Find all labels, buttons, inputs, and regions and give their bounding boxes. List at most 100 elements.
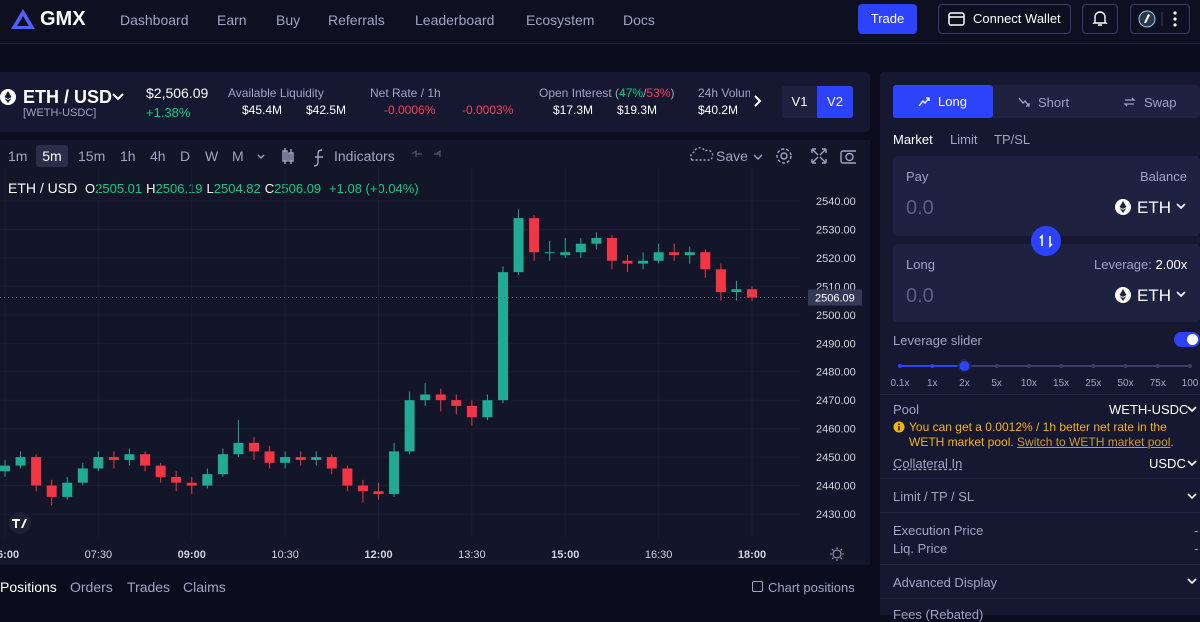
notice: You can get a 0.0012% / 1h better net ra… (909, 420, 1199, 449)
candle-body (731, 289, 742, 293)
candle-body (295, 457, 306, 460)
text: 47% (619, 86, 644, 100)
pool-label: Pool (893, 402, 920, 417)
candle-body (435, 394, 446, 401)
nav-link[interactable]: Docs (623, 12, 655, 28)
candle-body (591, 238, 602, 244)
interval[interactable]: W (205, 148, 219, 164)
slider-mark: 1x (927, 378, 938, 389)
pair[interactable]: ETH / USD (23, 87, 113, 107)
interval[interactable]: 15m (78, 148, 106, 164)
save-button[interactable]: Save (716, 148, 748, 164)
nav-link[interactable]: Ecosystem (526, 12, 595, 28)
limit-tp-sl[interactable]: Limit / TP / SL (893, 489, 975, 504)
ohlc-value: 2506.09 (274, 181, 322, 196)
candle-body (15, 457, 26, 466)
pay-token[interactable]: ETH (1137, 198, 1171, 217)
slider-toggle[interactable] (1174, 332, 1200, 347)
short-tab[interactable]: Short (1038, 95, 1070, 110)
advanced-display[interactable]: Advanced Display (893, 575, 998, 590)
candle-body (124, 454, 135, 460)
toolbar-icons (257, 147, 856, 167)
slider-mark: 5x (991, 378, 1002, 389)
execution-price-value: - (1194, 523, 1199, 538)
link[interactable]: Switch to WETH market pool (1017, 434, 1171, 449)
value: $45.4M (242, 103, 283, 117)
slider-dot (898, 364, 902, 368)
settings-icon[interactable] (829, 546, 845, 562)
candle-body (653, 252, 664, 261)
logo[interactable]: GMX (40, 8, 86, 30)
x-tick-label: 16:30 (645, 549, 673, 561)
candle-body (529, 218, 540, 253)
leverage-slider[interactable]: 0.1x 1x 2x 5x 10x 15x 25x 50x 75x 100 (880, 356, 1200, 392)
order-type[interactable]: TP/SL (994, 132, 1031, 147)
long-input[interactable]: 0.0 (906, 285, 934, 307)
candle-body (171, 476, 182, 483)
label: Open Interest (47%/53%) (539, 86, 674, 100)
y-tick-label: 2430.00 (816, 509, 856, 521)
x-tick-label: 09:00 (178, 549, 206, 561)
interval[interactable]: 1m (8, 148, 28, 164)
version-tab[interactable]: V1 (782, 86, 817, 118)
slider-dot (1026, 364, 1031, 368)
y-tick-label: 2440.00 (816, 481, 856, 493)
interval[interactable]: D (180, 148, 191, 164)
ohlc: O2505.01 H2506.19 L2504.82 C2506.09 (85, 181, 325, 196)
tab[interactable]: Orders (70, 579, 113, 595)
order-type[interactable]: Limit (950, 132, 978, 147)
tab[interactable]: Trades (127, 579, 171, 595)
candle-body (202, 474, 213, 486)
y-tick-label: 2490.00 (816, 338, 856, 350)
candle-body (77, 468, 88, 483)
candle-body (140, 454, 151, 466)
nav-link[interactable]: Earn (217, 12, 247, 28)
tab[interactable]: Claims (183, 579, 226, 595)
ohlc-value: 2506.19 (155, 181, 203, 196)
y-tick-label: 2470.00 (816, 395, 856, 407)
scroll-right[interactable] (754, 95, 762, 107)
candle-body (93, 457, 104, 469)
text: 53% (646, 86, 671, 100)
switch-button[interactable] (1031, 226, 1061, 256)
collateral-value[interactable]: USDC (1149, 456, 1186, 471)
text: You can get a 0.0012% / 1h better net ra… (909, 420, 1167, 449)
candle-body (264, 451, 275, 463)
liq-price-label: Liq. Price (893, 541, 948, 556)
value: $42.5M (306, 103, 347, 117)
candle-body (684, 252, 695, 256)
candle-body (217, 454, 228, 475)
notifications-button[interactable] (1082, 4, 1118, 34)
tv-logo (9, 512, 31, 534)
long-token[interactable]: ETH (1137, 286, 1171, 305)
value: $40.2M (698, 103, 739, 117)
pay-input[interactable]: 0.0 (906, 197, 934, 219)
order-type-active[interactable]: Market (893, 132, 933, 147)
version-tab[interactable]: V2 (817, 86, 853, 118)
logo-icon (11, 9, 35, 29)
indicators-button[interactable]: Indicators (334, 148, 395, 164)
bell-icon (1092, 11, 1108, 26)
trade-button[interactable]: Trade (858, 4, 917, 34)
swap-tab[interactable]: Swap (1144, 95, 1177, 110)
nav-link[interactable]: Referrals (328, 12, 385, 28)
interval[interactable]: 1h (120, 148, 136, 164)
text: 2.00x (1155, 257, 1188, 272)
interval-active[interactable]: 5m (36, 145, 68, 167)
network-button[interactable] (1130, 4, 1190, 34)
nav-link[interactable]: Leaderboard (415, 12, 495, 28)
interval[interactable]: 4h (150, 148, 166, 164)
pool-value[interactable]: WETH-USDC (1109, 402, 1189, 417)
slider-dot (1155, 364, 1160, 368)
chart-positions[interactable]: Chart positions (768, 580, 855, 595)
network-icon (1138, 10, 1177, 28)
checkbox[interactable] (752, 581, 763, 592)
connect-wallet-button[interactable]: Connect Wallet (938, 4, 1071, 34)
nav-link[interactable]: Dashboard (120, 12, 189, 28)
interval[interactable]: M (232, 148, 244, 164)
balance-label: Balance (1140, 169, 1187, 184)
tab-active[interactable]: Positions (0, 579, 57, 595)
chart-panel (0, 140, 870, 565)
long-tab[interactable]: Long (893, 85, 993, 118)
nav-link[interactable]: Buy (276, 12, 301, 28)
